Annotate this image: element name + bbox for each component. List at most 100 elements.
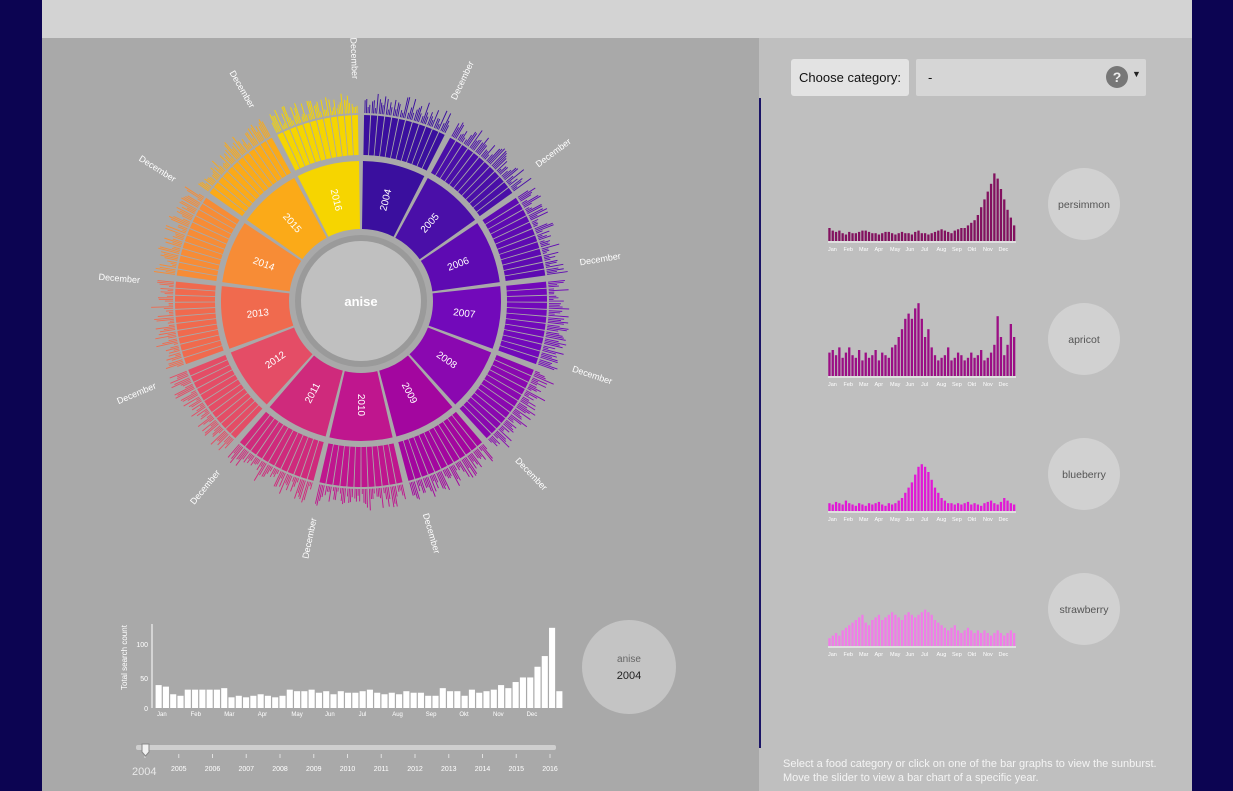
sunburst-leaf[interactable] <box>167 333 176 336</box>
sunburst-leaf[interactable] <box>408 107 413 120</box>
sunburst-leaf[interactable] <box>339 102 342 115</box>
sunburst-leaf[interactable] <box>466 131 477 146</box>
sunburst-leaf[interactable] <box>260 461 265 467</box>
sunburst-month-2005-11[interactable] <box>473 182 509 212</box>
small-bar[interactable] <box>980 633 983 646</box>
sunburst-leaf[interactable] <box>165 347 179 352</box>
sunburst-month-2013-3[interactable] <box>180 335 221 351</box>
bar[interactable] <box>512 682 519 708</box>
sunburst-month-2005-2[interactable] <box>435 141 462 179</box>
sunburst-leaf[interactable] <box>534 373 546 380</box>
sunburst-leaf[interactable] <box>253 457 258 464</box>
sunburst-leaf[interactable] <box>501 170 508 177</box>
sunburst-leaf[interactable] <box>175 353 181 357</box>
sunburst-leaf[interactable] <box>282 125 286 130</box>
sunburst-leaf[interactable] <box>351 103 353 114</box>
small-bar[interactable] <box>940 357 943 376</box>
sunburst-leaf[interactable] <box>286 475 291 486</box>
sunburst-leaf[interactable] <box>241 139 250 150</box>
small-bar[interactable] <box>989 183 993 241</box>
sunburst-leaf[interactable] <box>219 165 226 172</box>
sunburst-leaf[interactable] <box>258 119 270 138</box>
sunburst-leaf[interactable] <box>227 443 240 458</box>
sunburst-leaf[interactable] <box>253 462 266 481</box>
sunburst-year-2007[interactable] <box>428 286 501 349</box>
sunburst-leaf[interactable] <box>165 271 176 274</box>
small-bar[interactable] <box>871 620 874 646</box>
sunburst-leaf[interactable] <box>401 112 404 118</box>
sunburst-leaf[interactable] <box>530 381 538 386</box>
sunburst-leaf[interactable] <box>207 177 215 184</box>
sunburst-leaf[interactable] <box>153 271 175 275</box>
sunburst-leaf[interactable] <box>544 258 551 261</box>
sunburst-leaf[interactable] <box>339 487 342 494</box>
sunburst-leaf[interactable] <box>548 310 563 312</box>
small-bar[interactable] <box>900 498 904 511</box>
small-bar[interactable] <box>894 234 897 242</box>
sunburst-leaf[interactable] <box>502 169 512 178</box>
sunburst-leaf[interactable] <box>503 167 517 179</box>
small-bar[interactable] <box>900 329 904 376</box>
sunburst-month-2013-10[interactable] <box>175 295 216 302</box>
sunburst-leaf[interactable] <box>232 136 246 154</box>
bar[interactable] <box>243 697 250 708</box>
sunburst-month-2013-8[interactable] <box>175 307 216 316</box>
sunburst-month-2004-12[interactable] <box>422 132 445 171</box>
small-bar[interactable] <box>867 231 871 241</box>
sunburst-year-2013[interactable] <box>220 286 294 349</box>
sunburst-leaf[interactable] <box>294 103 302 123</box>
sunburst-leaf[interactable] <box>346 488 349 497</box>
sunburst-leaf[interactable] <box>224 156 233 165</box>
sunburst-leaf[interactable] <box>413 481 420 500</box>
sunburst-leaf[interactable] <box>513 177 532 192</box>
small-bar[interactable] <box>950 233 953 241</box>
bar[interactable] <box>192 689 199 708</box>
sunburst-leaf[interactable] <box>272 115 281 132</box>
sunburst-month-2004-4[interactable] <box>379 116 392 157</box>
sunburst-month-2004-11[interactable] <box>417 129 439 169</box>
sunburst-leaf[interactable] <box>212 427 223 437</box>
sunburst-leaf[interactable] <box>458 133 464 141</box>
sunburst-leaf[interactable] <box>504 168 519 181</box>
sunburst-leaf[interactable] <box>535 222 553 231</box>
sunburst-leaf[interactable] <box>209 176 216 183</box>
sunburst-leaf[interactable] <box>494 432 510 448</box>
sunburst-month-2011-1[interactable] <box>307 440 324 481</box>
sunburst-month-2010-3[interactable] <box>377 445 389 486</box>
sunburst-leaf[interactable] <box>349 488 352 503</box>
sunburst-leaf[interactable] <box>159 266 176 271</box>
sunburst-leaf[interactable] <box>459 460 470 477</box>
sunburst-leaf[interactable] <box>337 108 339 115</box>
sunburst-month-2006-10[interactable] <box>502 255 543 271</box>
small-bar[interactable] <box>993 344 996 376</box>
sunburst-leaf[interactable] <box>376 488 378 497</box>
sunburst-leaf[interactable] <box>200 412 210 420</box>
sunburst-leaf[interactable] <box>548 306 563 308</box>
sunburst-leaf[interactable] <box>237 140 247 153</box>
sunburst-month-2011-7[interactable] <box>268 427 293 466</box>
category-select[interactable]: - ? ▼ <box>916 59 1146 96</box>
small-bar[interactable] <box>894 503 897 511</box>
sunburst-leaf[interactable] <box>348 488 350 503</box>
sunburst-leaf[interactable] <box>174 377 190 386</box>
small-bar[interactable] <box>890 347 894 376</box>
sunburst-leaf[interactable] <box>176 210 193 220</box>
small-bar[interactable] <box>976 630 980 646</box>
sunburst-month-2006-6[interactable] <box>495 228 535 249</box>
small-bar[interactable] <box>841 630 844 646</box>
sunburst-leaf[interactable] <box>418 113 422 123</box>
small-bar[interactable] <box>976 504 980 512</box>
sunburst-month-2004-3[interactable] <box>374 115 385 157</box>
sunburst-leaf[interactable] <box>540 356 558 364</box>
sunburst-month-2013-4[interactable] <box>178 329 219 344</box>
sunburst-month-2005-6[interactable] <box>453 157 484 192</box>
sunburst-month-2007-10[interactable] <box>501 335 542 351</box>
sunburst-leaf[interactable] <box>497 168 502 173</box>
sunburst-leaf[interactable] <box>343 99 346 114</box>
small-bar[interactable] <box>828 503 831 511</box>
sunburst-month-2004-2[interactable] <box>368 115 378 156</box>
small-bar[interactable] <box>871 355 874 376</box>
sunburst-leaf[interactable] <box>159 329 176 333</box>
small-bar[interactable] <box>900 620 904 646</box>
sunburst-leaf[interactable] <box>186 189 203 201</box>
